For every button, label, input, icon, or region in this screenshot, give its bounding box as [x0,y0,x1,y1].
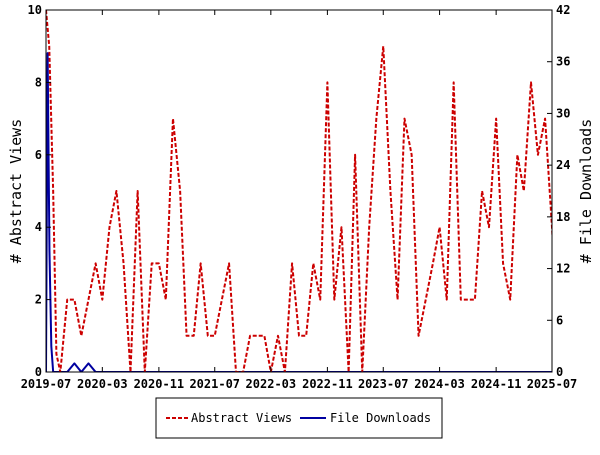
y-right-tick-label: 24 [556,158,570,172]
x-tick-label: 2022-03 [246,377,297,391]
y-right-tick-label: 18 [556,210,570,224]
y-left-tick-label: 8 [35,75,42,89]
plot-frame [45,9,553,373]
y-right-tick-label: 0 [556,365,563,379]
legend: Abstract Views File Downloads [155,397,443,439]
series-line-abstract-views [46,10,552,372]
x-tick-label: 2025-07 [527,377,578,391]
x-tick-label: 2024-03 [414,377,465,391]
y-axis-left-title: # Abstract Views [7,119,25,264]
y-left-tick-label: 10 [28,3,42,17]
y-right-tick-label: 42 [556,3,570,17]
y-right-tick-label: 6 [556,313,563,327]
x-tick-label: 2019-07 [21,377,72,391]
y-left-tick-label: 4 [35,220,42,234]
x-tick-label: 2023-07 [358,377,409,391]
y-right-tick-label: 36 [556,55,570,69]
series-layer [46,10,552,372]
legend-label-file-downloads: File Downloads [330,411,431,425]
y-left-tick-label: 0 [35,365,42,379]
x-tick-label: 2021-07 [189,377,240,391]
x-tick-label: 2020-03 [77,377,128,391]
x-tick-label: 2020-11 [134,377,185,391]
y-left-tick-label: 2 [35,293,42,307]
y-axis-right-title: # File Downloads [577,119,595,264]
y-left-tick-label: 6 [35,148,42,162]
y-right-tick-label: 12 [556,262,570,276]
x-tick-label: 2022-11 [302,377,353,391]
legend-label-abstract-views: Abstract Views [191,411,292,425]
y-right-tick-label: 30 [556,106,570,120]
legend-box [155,397,443,439]
x-tick-label: 2024-11 [471,377,522,391]
ticks-layer: 2019-07 2020-03 2020-11 2021-07 2022-03 2022-… [21,3,578,391]
